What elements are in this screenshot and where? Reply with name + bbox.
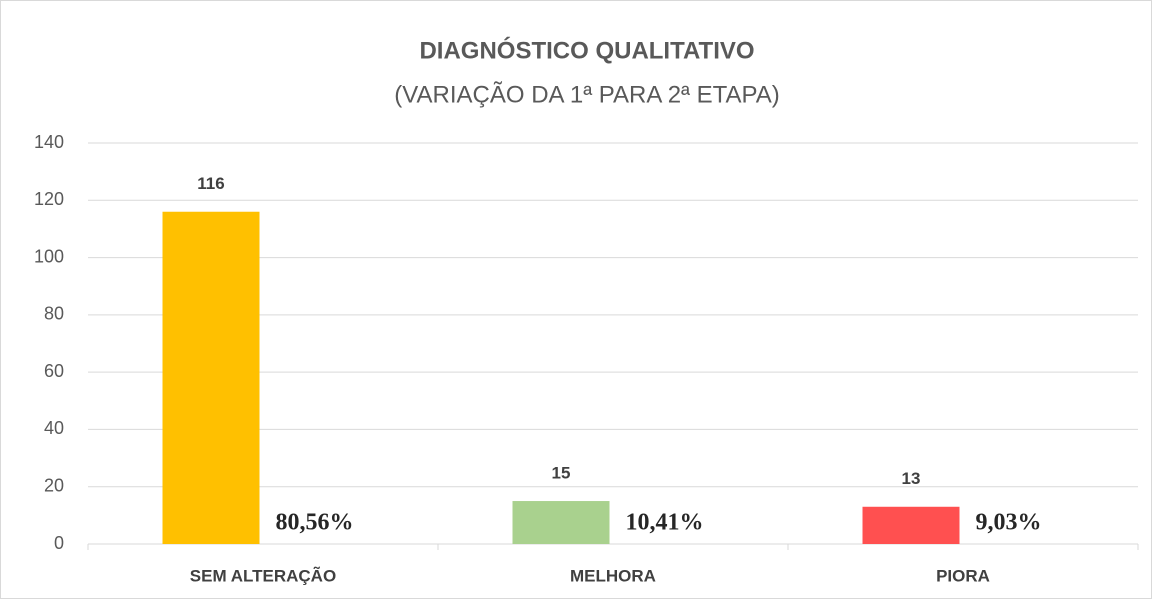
bar [162, 211, 260, 544]
chart-title: DIAGNÓSTICO QUALITATIVO [419, 36, 754, 64]
y-tick-label: 0 [54, 533, 64, 553]
bar [862, 506, 960, 544]
y-tick-label: 60 [44, 361, 64, 381]
data-label: 13 [902, 469, 921, 488]
y-tick-label: 140 [34, 132, 64, 152]
y-tick-label: 120 [34, 189, 64, 209]
data-label: 15 [552, 464, 571, 483]
x-tick-label: PIORA [936, 566, 990, 585]
y-tick-label: 20 [44, 475, 64, 495]
percent-annotation: 9,03% [976, 510, 1042, 536]
y-tick-label: 80 [44, 304, 64, 324]
y-tick-label: 40 [44, 418, 64, 438]
percent-annotation: 10,41% [626, 510, 704, 536]
percent-annotation: 80,56% [276, 510, 354, 536]
x-tick-label: SEM ALTERAÇÃO [190, 565, 336, 585]
bar [512, 501, 610, 544]
data-label: 116 [197, 174, 224, 193]
x-tick-label: MELHORA [570, 566, 656, 585]
chart-subtitle: (VARIAÇÃO DA 1ª PARA 2ª ETAPA) [394, 81, 779, 108]
y-tick-label: 100 [34, 246, 64, 266]
